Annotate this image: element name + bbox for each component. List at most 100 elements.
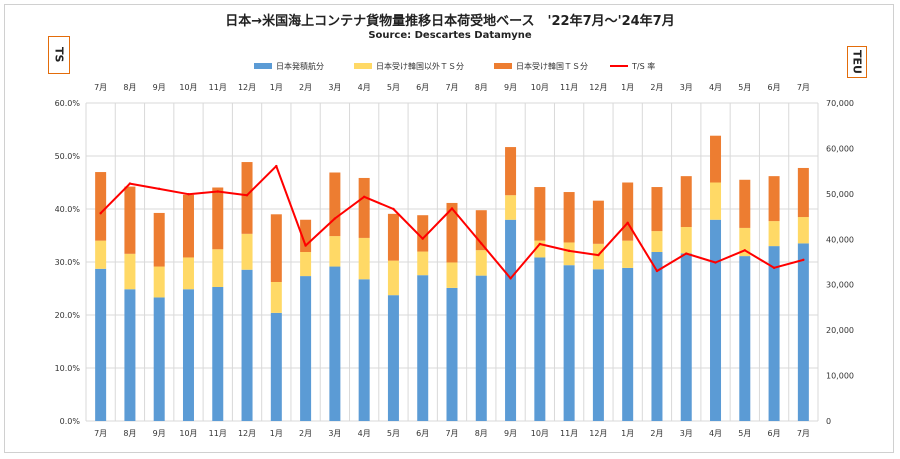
ts-rate-point (187, 192, 190, 196)
bar-segment-2 (300, 252, 312, 277)
ts-rate-point (216, 190, 219, 193)
x-tick-label-top: 1月 (270, 83, 283, 92)
ts-rate-point (655, 269, 659, 273)
x-tick-label-top: 10月 (531, 83, 549, 92)
bar-segment-2 (768, 221, 780, 247)
legend-label-2: 日本受け韓国以外ＴＳ分 (376, 61, 464, 71)
right-axis-tick: 0 (826, 417, 831, 426)
bar-segment-2 (534, 240, 546, 258)
x-tick-label-bottom: 2月 (299, 429, 312, 438)
right-axis-tick: 50,000 (826, 190, 854, 199)
bar-segment-3 (124, 186, 136, 254)
bar-segment-3 (446, 202, 458, 263)
x-tick-label-top: 7月 (445, 83, 458, 92)
legend-swatch-2 (354, 63, 372, 69)
x-tick-label-bottom: 5月 (738, 429, 751, 438)
x-tick-label-bottom: 3月 (328, 429, 341, 438)
ts-rate-point (626, 221, 629, 224)
bar-segment-1 (710, 219, 722, 421)
bar-segment-3 (95, 172, 107, 241)
left-axis-unit-label: TS (48, 36, 70, 74)
ts-rate-point (362, 195, 366, 199)
bar-segment-1 (563, 265, 575, 421)
ts-rate-point (245, 194, 249, 197)
x-tick-label-bottom: 2月 (650, 429, 663, 438)
ts-rate-point (567, 249, 571, 253)
bar-segment-2 (387, 260, 399, 296)
bar-segment-1 (739, 256, 751, 421)
ts-rate-point (275, 164, 278, 168)
x-tick-label-top: 3月 (680, 83, 693, 92)
ts-rate-point (304, 244, 307, 247)
legend-swatch-3 (494, 63, 512, 69)
right-axis-tick: 40,000 (826, 235, 854, 244)
x-tick-label-bottom: 7月 (94, 429, 107, 438)
bar-segment-2 (710, 182, 722, 220)
x-tick-label-top: 6月 (768, 83, 781, 92)
left-axis-tick: 20.0% (55, 311, 81, 320)
bar-segment-1 (592, 269, 604, 421)
bar-segment-3 (592, 200, 604, 244)
bar-segment-1 (680, 253, 692, 421)
ts-rate-point (99, 212, 102, 215)
bar-segment-3 (417, 215, 429, 252)
x-tick-label-top: 7月 (94, 83, 107, 92)
x-tick-label-bottom: 5月 (387, 429, 400, 438)
bar-segment-3 (651, 187, 663, 232)
ts-rate-point (392, 207, 395, 211)
legend-swatch-1 (254, 63, 272, 69)
x-tick-label-bottom: 8月 (475, 429, 488, 438)
bar-segment-1 (241, 269, 253, 421)
bar-segment-2 (739, 227, 751, 257)
x-tick-label-bottom: 4月 (709, 429, 722, 438)
bar-segment-2 (212, 249, 224, 287)
x-tick-label-bottom: 12月 (238, 429, 256, 438)
x-tick-label-top: 8月 (123, 83, 136, 92)
x-tick-label-top: 5月 (387, 83, 400, 92)
x-tick-label-top: 8月 (475, 83, 488, 92)
x-tick-label-bottom: 7月 (445, 429, 458, 438)
chart-frame (4, 4, 894, 453)
x-tick-label-top: 5月 (738, 83, 751, 92)
bar-segment-3 (241, 162, 253, 234)
ts-rate-point (128, 182, 132, 185)
bar-segment-3 (622, 182, 634, 241)
bar-segment-1 (446, 287, 458, 421)
legend-label-1: 日本発積航分 (276, 61, 324, 71)
bar-segment-1 (505, 219, 517, 421)
ts-rate-point (772, 266, 776, 270)
bar-segment-2 (563, 242, 575, 266)
bar-segment-1 (329, 266, 341, 421)
bar-segment-1 (768, 246, 780, 421)
bar-segment-1 (153, 297, 165, 421)
x-tick-label-bottom: 11月 (560, 429, 578, 438)
bar-segment-1 (212, 286, 224, 421)
bar-segment-3 (534, 187, 546, 241)
legend-label-4: T/S 率 (631, 61, 655, 71)
bar-segment-3 (797, 167, 809, 218)
x-tick-label-top: 2月 (299, 83, 312, 92)
left-axis-tick: 40.0% (55, 205, 81, 214)
bar-segment-1 (417, 275, 429, 421)
bar-segment-3 (680, 176, 692, 228)
chart-subtitle: Source: Descartes Datamyne (368, 30, 532, 41)
bar-segment-2 (680, 227, 692, 254)
bar-segment-1 (270, 312, 282, 421)
bar-segment-3 (212, 187, 224, 250)
x-tick-label-top: 1月 (621, 83, 634, 92)
bar-segment-3 (153, 212, 165, 267)
bar-segment-2 (182, 257, 194, 290)
bar-segment-1 (95, 268, 107, 421)
bar-segment-1 (534, 257, 546, 421)
ts-rate-point (333, 217, 337, 220)
x-tick-label-top: 7月 (797, 83, 810, 92)
bar-segment-3 (182, 194, 194, 258)
bar-segment-3 (710, 135, 722, 183)
bar-segment-2 (358, 237, 370, 280)
bar-segment-2 (446, 262, 458, 288)
bar-segment-2 (622, 240, 634, 268)
chart-title: 日本→米国海上コンテナ貨物量推移日本荷受地ベース '22年7月～'24年7月 (225, 14, 675, 29)
bar-segment-2 (592, 243, 604, 270)
bar-segment-1 (300, 276, 312, 421)
x-tick-label-top: 9月 (504, 83, 517, 92)
